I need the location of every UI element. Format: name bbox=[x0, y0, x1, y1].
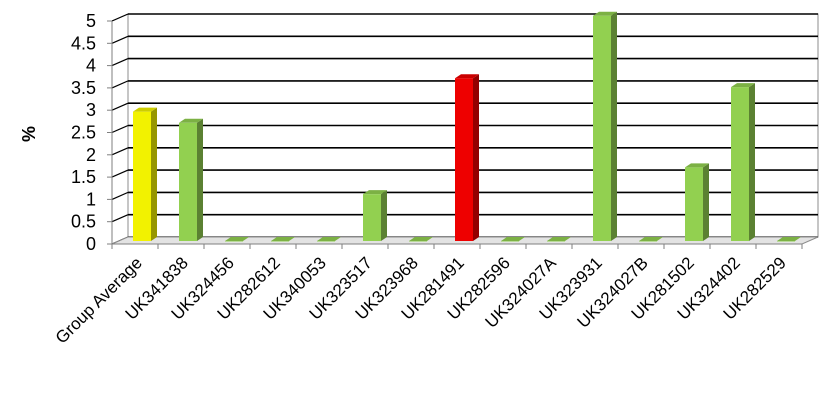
bar-top bbox=[639, 237, 663, 241]
gridline-side bbox=[111, 124, 129, 134]
gridline-side bbox=[111, 13, 129, 22]
y-tick-label: 2 bbox=[86, 145, 96, 165]
y-axis-label: % bbox=[19, 126, 39, 142]
bar bbox=[593, 11, 617, 241]
bar-front bbox=[271, 241, 289, 242]
bar-front bbox=[179, 122, 197, 241]
bar-front bbox=[731, 87, 749, 241]
bar-front bbox=[225, 241, 243, 242]
y-tick-label: 1.5 bbox=[71, 167, 96, 187]
bar-front bbox=[547, 241, 565, 242]
gridline-side bbox=[111, 102, 129, 111]
y-axis-ticks: 00.5 11.522.5 33.54 4.55 bbox=[71, 11, 112, 254]
bar-side bbox=[381, 190, 387, 241]
bar-front bbox=[455, 78, 473, 242]
y-tick-label: 4.5 bbox=[71, 33, 96, 53]
y-tick-label: 5 bbox=[86, 11, 96, 31]
bar bbox=[685, 163, 709, 241]
gridline-side bbox=[111, 169, 129, 178]
bar-front bbox=[317, 241, 335, 242]
bar bbox=[271, 237, 295, 242]
bar bbox=[777, 237, 801, 242]
bar bbox=[179, 118, 203, 241]
bar-front bbox=[777, 241, 795, 242]
bar-top bbox=[271, 237, 295, 241]
bar-top bbox=[455, 74, 479, 79]
bar bbox=[731, 83, 755, 241]
bar-front bbox=[133, 111, 151, 241]
bar-front bbox=[409, 241, 427, 242]
bar-top bbox=[685, 163, 709, 168]
bar-front bbox=[685, 167, 703, 241]
gridline-side bbox=[111, 35, 129, 44]
bar bbox=[501, 237, 525, 242]
bar bbox=[455, 74, 479, 242]
bar bbox=[225, 237, 249, 242]
bar-top bbox=[409, 237, 433, 241]
x-axis-ticks: Group AverageUK341838UK324456UK282612UK3… bbox=[52, 244, 803, 347]
bar-side bbox=[703, 163, 709, 241]
y-tick-label: 2.5 bbox=[71, 123, 96, 143]
y-tick-label: 0.5 bbox=[71, 212, 96, 232]
bar-side bbox=[151, 107, 157, 241]
bar bbox=[639, 237, 663, 242]
gridline-side bbox=[111, 58, 129, 67]
bars bbox=[133, 11, 801, 242]
bar-side bbox=[749, 83, 755, 241]
bar-top bbox=[363, 190, 387, 195]
gridline-side bbox=[111, 191, 129, 200]
bar-side bbox=[473, 74, 479, 242]
y-tick-label: 4 bbox=[86, 56, 96, 76]
bar-front bbox=[501, 241, 519, 242]
bar-top bbox=[547, 237, 571, 241]
bar-top bbox=[777, 237, 801, 241]
gridline-side bbox=[111, 214, 129, 223]
gridline-side bbox=[111, 147, 129, 156]
bar-top bbox=[133, 107, 157, 112]
bar-top bbox=[317, 237, 341, 241]
y-tick-label: 3 bbox=[86, 100, 96, 120]
bar bbox=[363, 190, 387, 241]
bar bbox=[547, 237, 571, 242]
bar-front bbox=[639, 241, 657, 242]
bar-top bbox=[225, 237, 249, 241]
gridline-side bbox=[111, 80, 129, 89]
y-tick-label: 1 bbox=[86, 189, 96, 209]
bar-side bbox=[611, 11, 617, 241]
bar-top bbox=[593, 11, 617, 16]
y-tick-label: 3.5 bbox=[71, 78, 96, 98]
bar bbox=[133, 107, 157, 241]
bar-top bbox=[501, 237, 525, 241]
bar bbox=[317, 237, 341, 242]
bar-top bbox=[731, 83, 755, 88]
bar-top bbox=[179, 118, 203, 123]
bar bbox=[409, 237, 433, 242]
bar-front bbox=[593, 15, 611, 241]
bar-side bbox=[197, 118, 203, 241]
y-tick-label: 0 bbox=[86, 234, 96, 254]
bar-front bbox=[363, 194, 381, 241]
